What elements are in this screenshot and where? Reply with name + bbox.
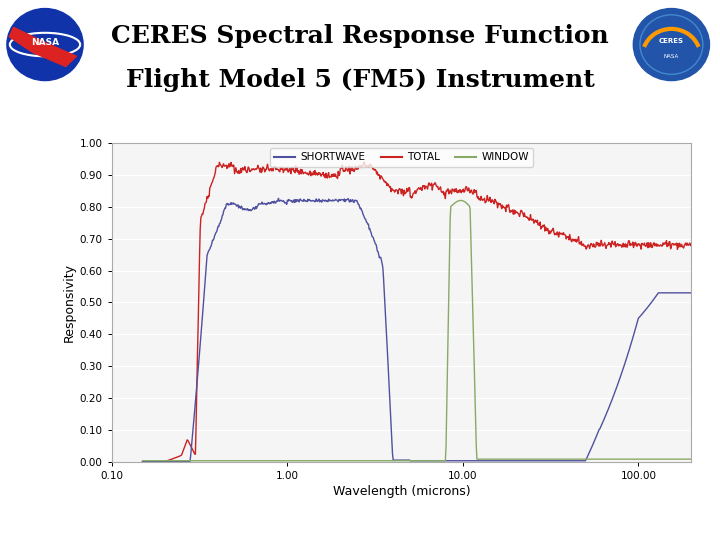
WINDOW (488, 456, 497, 462)
WINDOW (457, 197, 466, 204)
TOTAL (457, 187, 466, 194)
SHORTWAVE (488, 457, 497, 464)
Text: CERES: CERES (659, 38, 684, 44)
TOTAL (687, 242, 696, 248)
SHORTWAVE (555, 457, 564, 464)
TOTAL (555, 229, 564, 235)
Circle shape (634, 9, 709, 80)
SHORTWAVE (138, 458, 147, 465)
WINDOW (611, 456, 620, 462)
WINDOW (555, 456, 564, 462)
TOTAL (360, 159, 369, 165)
SHORTWAVE (274, 195, 283, 201)
X-axis label: Wavelength (microns): Wavelength (microns) (333, 485, 470, 498)
Text: CERES Spectral Response Function: CERES Spectral Response Function (111, 24, 609, 48)
Text: NASA: NASA (664, 54, 679, 59)
SHORTWAVE (611, 387, 620, 393)
Polygon shape (9, 28, 76, 66)
WINDOW (472, 442, 480, 449)
WINDOW (687, 456, 696, 462)
TOTAL (138, 458, 147, 465)
TOTAL (611, 244, 620, 250)
Line: TOTAL: TOTAL (143, 162, 691, 462)
SHORTWAVE (457, 457, 466, 464)
SHORTWAVE (472, 457, 480, 464)
WINDOW (138, 457, 147, 464)
WINDOW (456, 197, 465, 204)
Legend: SHORTWAVE, TOTAL, WINDOW: SHORTWAVE, TOTAL, WINDOW (270, 148, 533, 167)
SHORTWAVE (687, 289, 696, 296)
Line: WINDOW: WINDOW (143, 200, 691, 461)
Y-axis label: Responsivity: Responsivity (63, 263, 76, 342)
WINDOW (172, 457, 181, 464)
TOTAL (172, 454, 181, 461)
TOTAL (488, 198, 497, 205)
Circle shape (7, 9, 83, 80)
SHORTWAVE (172, 458, 181, 465)
Text: Flight Model 5 (FM5) Instrument: Flight Model 5 (FM5) Instrument (125, 68, 595, 91)
Text: NASA: NASA (31, 38, 59, 48)
TOTAL (472, 187, 480, 194)
Line: SHORTWAVE: SHORTWAVE (143, 198, 691, 462)
